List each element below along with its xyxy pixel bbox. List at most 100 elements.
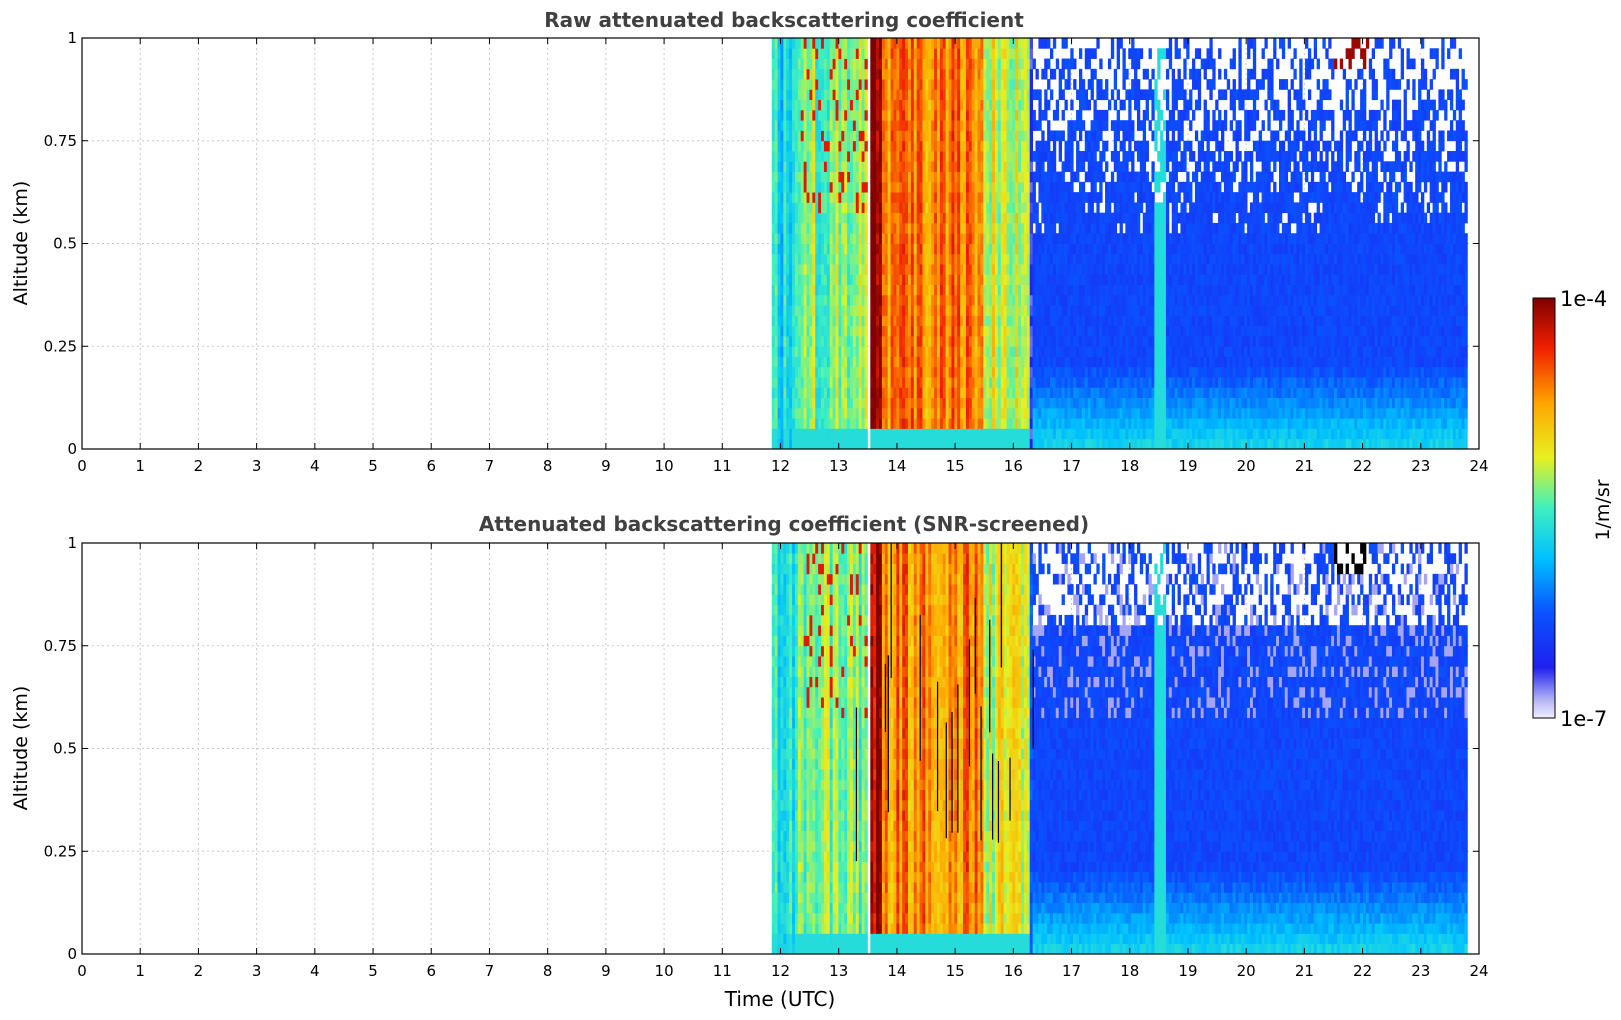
- heatmap-cell: [809, 109, 813, 121]
- heatmap-cell: [832, 140, 836, 152]
- heatmap-cell: [777, 377, 781, 388]
- heatmap-cell: [1105, 294, 1109, 306]
- heatmap-cell: [960, 397, 964, 409]
- heatmap-cell: [850, 151, 854, 162]
- heatmap-cell: [983, 366, 987, 378]
- heatmap-cell: [771, 377, 776, 388]
- heatmap-cell: [812, 243, 816, 255]
- heatmap-cell: [809, 438, 813, 450]
- heatmap-cell: [774, 428, 778, 440]
- heatmap-cell: [963, 68, 967, 80]
- heatmap-cell: [1113, 79, 1118, 90]
- heatmap-cell: [971, 356, 976, 368]
- heatmap-cell: [777, 161, 781, 172]
- heatmap-cell: [1134, 68, 1138, 80]
- heatmap-cell: [818, 305, 822, 316]
- heatmap-cell: [1154, 387, 1158, 399]
- heatmap-cell: [989, 38, 993, 49]
- heatmap-cell: [821, 38, 825, 49]
- heatmap-cell: [899, 315, 903, 327]
- heatmap-cell: [934, 120, 938, 131]
- heatmap-cell: [965, 377, 970, 388]
- heatmap-cell: [826, 284, 831, 296]
- heatmap-cell: [806, 222, 810, 234]
- heatmap-cell: [1151, 89, 1155, 101]
- heatmap-cell: [797, 377, 802, 388]
- heatmap-cell: [1021, 140, 1025, 152]
- heatmap-cell: [821, 264, 825, 275]
- heatmap-cell: [771, 346, 776, 357]
- heatmap-cell: [960, 438, 964, 450]
- heatmap-cell: [1006, 243, 1010, 255]
- heatmap-cell: [1122, 387, 1126, 399]
- heatmap-cell: [977, 253, 981, 265]
- heatmap-cell: [803, 305, 807, 316]
- heatmap-cell: [954, 377, 958, 388]
- heatmap-cell: [974, 130, 978, 142]
- heatmap-cell: [777, 151, 781, 162]
- heatmap-cell: [1021, 151, 1025, 162]
- heatmap-cell: [852, 222, 857, 234]
- heatmap-cell: [1081, 397, 1086, 409]
- heatmap-cell: [936, 233, 941, 244]
- heatmap-cell: [925, 428, 929, 440]
- heatmap-cell: [876, 284, 880, 296]
- heatmap-cell: [1064, 346, 1068, 357]
- heatmap-cell: [963, 171, 967, 183]
- heatmap-cell: [893, 140, 897, 152]
- heatmap-cell: [945, 38, 949, 49]
- heatmap-cell: [928, 346, 932, 357]
- heatmap-cell: [1058, 284, 1062, 296]
- heatmap-cell: [861, 212, 865, 224]
- heatmap-cell: [879, 48, 883, 59]
- heatmap-cell: [1122, 192, 1126, 203]
- heatmap-cell: [974, 407, 978, 419]
- heatmap-cell: [1084, 253, 1089, 265]
- heatmap-cell: [1041, 140, 1045, 152]
- heatmap-cell: [934, 294, 938, 306]
- heatmap-cell: [1015, 346, 1019, 357]
- heatmap-cell: [815, 120, 819, 131]
- heatmap-cell: [1047, 335, 1051, 347]
- heatmap-cell: [957, 171, 961, 183]
- heatmap-cell: [1134, 233, 1138, 244]
- heatmap-cell: [1073, 407, 1077, 419]
- heatmap-cell: [1032, 192, 1036, 203]
- heatmap-cell: [1018, 161, 1022, 172]
- heatmap-cell: [899, 120, 903, 131]
- heatmap-cell: [925, 48, 929, 59]
- heatmap-cell: [994, 58, 999, 70]
- heatmap-cell: [1050, 315, 1054, 327]
- heatmap-cell: [986, 48, 990, 59]
- heatmap-cell: [1052, 428, 1057, 440]
- heatmap-cell: [968, 294, 973, 306]
- heatmap-cell: [899, 418, 903, 429]
- heatmap-cell: [821, 99, 825, 111]
- heatmap-cell: [873, 68, 877, 80]
- heatmap-cell: [1038, 428, 1042, 440]
- heatmap-cell: [887, 397, 891, 409]
- heatmap-cell: [1093, 99, 1097, 111]
- heatmap-cell: [1078, 79, 1083, 90]
- heatmap-cell: [994, 294, 999, 306]
- heatmap-cell: [910, 438, 915, 450]
- heatmap-cell: [1122, 243, 1126, 255]
- heatmap-cell: [1023, 171, 1028, 183]
- heatmap-cell: [1113, 407, 1118, 419]
- heatmap-cell: [1015, 387, 1019, 399]
- heatmap-cell: [890, 325, 894, 337]
- heatmap-cell: [1113, 356, 1118, 368]
- heatmap-cell: [896, 120, 900, 131]
- heatmap-cell: [835, 151, 839, 162]
- heatmap-cell: [806, 315, 810, 327]
- heatmap-cell: [986, 222, 990, 234]
- heatmap-cell: [1113, 151, 1118, 162]
- heatmap-cell: [925, 294, 929, 306]
- heatmap-cell: [1012, 99, 1016, 111]
- heatmap-cell: [977, 305, 981, 316]
- heatmap-cell: [864, 356, 868, 368]
- heatmap-cell: [1139, 192, 1144, 203]
- heatmap-cell: [806, 346, 810, 357]
- heatmap-cell: [876, 192, 880, 203]
- heatmap-cell: [852, 418, 857, 429]
